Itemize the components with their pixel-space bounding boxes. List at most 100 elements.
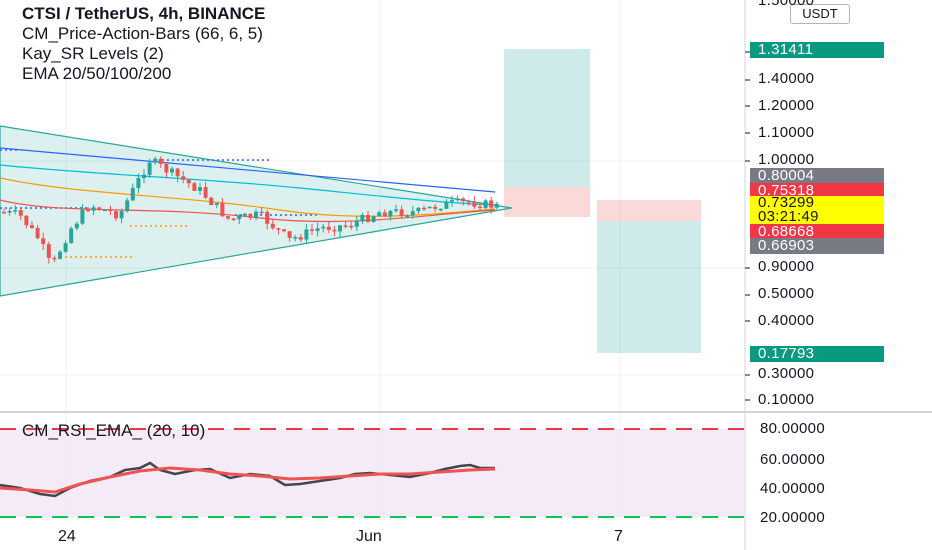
short-target-price-tag[interactable]: 0.17793 <box>750 346 884 362</box>
candle-body <box>181 176 186 180</box>
candle-body <box>170 168 174 173</box>
candle-body <box>80 209 85 224</box>
candle-body <box>142 174 146 179</box>
last-price-tag[interactable]: 0.73299 03:21:49 <box>750 195 884 225</box>
candle-body <box>209 197 214 206</box>
candle-body <box>410 211 415 216</box>
candle-body <box>416 207 421 212</box>
candle-body <box>13 210 18 212</box>
candle-body <box>349 225 354 228</box>
candle-body <box>175 168 180 177</box>
time-tick: Jun <box>356 528 382 545</box>
candle-body <box>360 214 365 222</box>
candle-body <box>58 251 62 259</box>
price-tick: 0.50000 <box>758 285 815 302</box>
candle-body <box>450 200 454 202</box>
rsi-tick: 40.00000 <box>760 480 825 497</box>
candle-body <box>466 201 471 203</box>
candle-body <box>52 257 57 260</box>
candle-body <box>158 158 163 164</box>
candle-body <box>304 229 309 240</box>
price-tick: 1.40000 <box>758 70 815 87</box>
candle-body <box>282 229 286 232</box>
time-tick: 7 <box>614 528 623 545</box>
candle-body <box>326 226 331 230</box>
symbol-title[interactable]: CTSI / TetherUS, 4h, BINANCE <box>22 4 266 23</box>
long-target-zone[interactable] <box>504 49 590 187</box>
long-stop-zone[interactable] <box>504 187 590 217</box>
candle-body <box>338 225 342 232</box>
currency-unit-button[interactable]: USDT <box>790 4 850 24</box>
candle-body <box>354 221 359 227</box>
bar-countdown: 03:21:49 <box>758 208 819 225</box>
candle-body <box>422 207 426 210</box>
indicator-sr-levels[interactable]: Kay_SR Levels (2) <box>22 44 164 63</box>
candlesticks[interactable] <box>2 156 499 264</box>
candle-body <box>377 212 382 217</box>
rsi-tick: 20.00000 <box>760 509 825 526</box>
candle-body <box>119 211 124 219</box>
candle-body <box>231 218 236 220</box>
candle-body <box>276 228 281 230</box>
candle-body <box>114 211 118 219</box>
candle-body <box>220 203 225 217</box>
candle-body <box>444 201 449 209</box>
candle-body <box>254 211 258 218</box>
candle-body <box>371 216 376 222</box>
candle-body <box>41 238 46 245</box>
grid <box>0 0 745 522</box>
candle-body <box>489 200 494 208</box>
price-tick: 0.10000 <box>758 391 815 408</box>
price-tick: 1.10000 <box>758 124 815 141</box>
candle-body <box>405 215 410 217</box>
rsi-ema-line <box>0 466 496 494</box>
time-tick: 24 <box>58 528 76 545</box>
candle-body <box>125 200 130 212</box>
sr-high-price-tag[interactable]: 0.80004 <box>750 168 884 184</box>
candle-body <box>214 203 219 206</box>
candle-body <box>343 225 348 227</box>
indicator-ema[interactable]: EMA 20/50/100/200 <box>22 64 172 83</box>
candle-body <box>332 229 337 232</box>
long-target-price-tag[interactable]: 1.31411 <box>750 42 884 58</box>
candle-body <box>242 213 247 216</box>
candle-body <box>35 227 40 239</box>
candle-body <box>494 203 499 208</box>
candle-body <box>270 223 275 229</box>
candle-body <box>136 178 141 188</box>
candle-body <box>30 225 34 228</box>
candle-body <box>461 198 466 202</box>
candle-body <box>433 206 438 209</box>
candle-body <box>24 215 29 226</box>
candle-body <box>86 209 90 212</box>
candle-body <box>91 207 96 211</box>
candle-body <box>69 228 74 244</box>
candle-body <box>237 215 242 220</box>
chart-legend: CTSI / TetherUS, 4h, BINANCE CM_Price-Ac… <box>22 4 265 84</box>
rsi-indicator-title[interactable]: CM_RSI_EMA_ (20, 10) <box>22 421 206 440</box>
candle-body <box>74 223 79 229</box>
candle-body <box>186 179 191 184</box>
candle-body <box>248 213 253 218</box>
sr-low-price-tag[interactable]: 0.66903 <box>750 238 884 254</box>
candle-body <box>153 158 158 163</box>
candle-body <box>382 212 387 217</box>
candle-body <box>399 209 404 217</box>
candle-body <box>102 209 107 212</box>
long-stop-price-tag[interactable]: 0.68668 <box>750 224 884 240</box>
short-stop-zone[interactable] <box>597 200 701 221</box>
candle-body <box>130 187 135 201</box>
candle-body <box>366 214 370 222</box>
candle-body <box>478 206 482 209</box>
price-tick: 1.20000 <box>758 97 815 114</box>
candle-body <box>198 187 202 191</box>
candle-body <box>483 200 488 209</box>
candle-body <box>108 209 113 212</box>
candle-body <box>7 210 12 213</box>
candle-body <box>2 212 6 214</box>
short-stop-price-tag[interactable]: 0.75318 <box>750 183 884 199</box>
candle-body <box>203 187 208 198</box>
indicator-price-action[interactable]: CM_Price-Action-Bars (66, 6, 5) <box>22 24 263 43</box>
short-target-zone[interactable] <box>597 221 701 353</box>
